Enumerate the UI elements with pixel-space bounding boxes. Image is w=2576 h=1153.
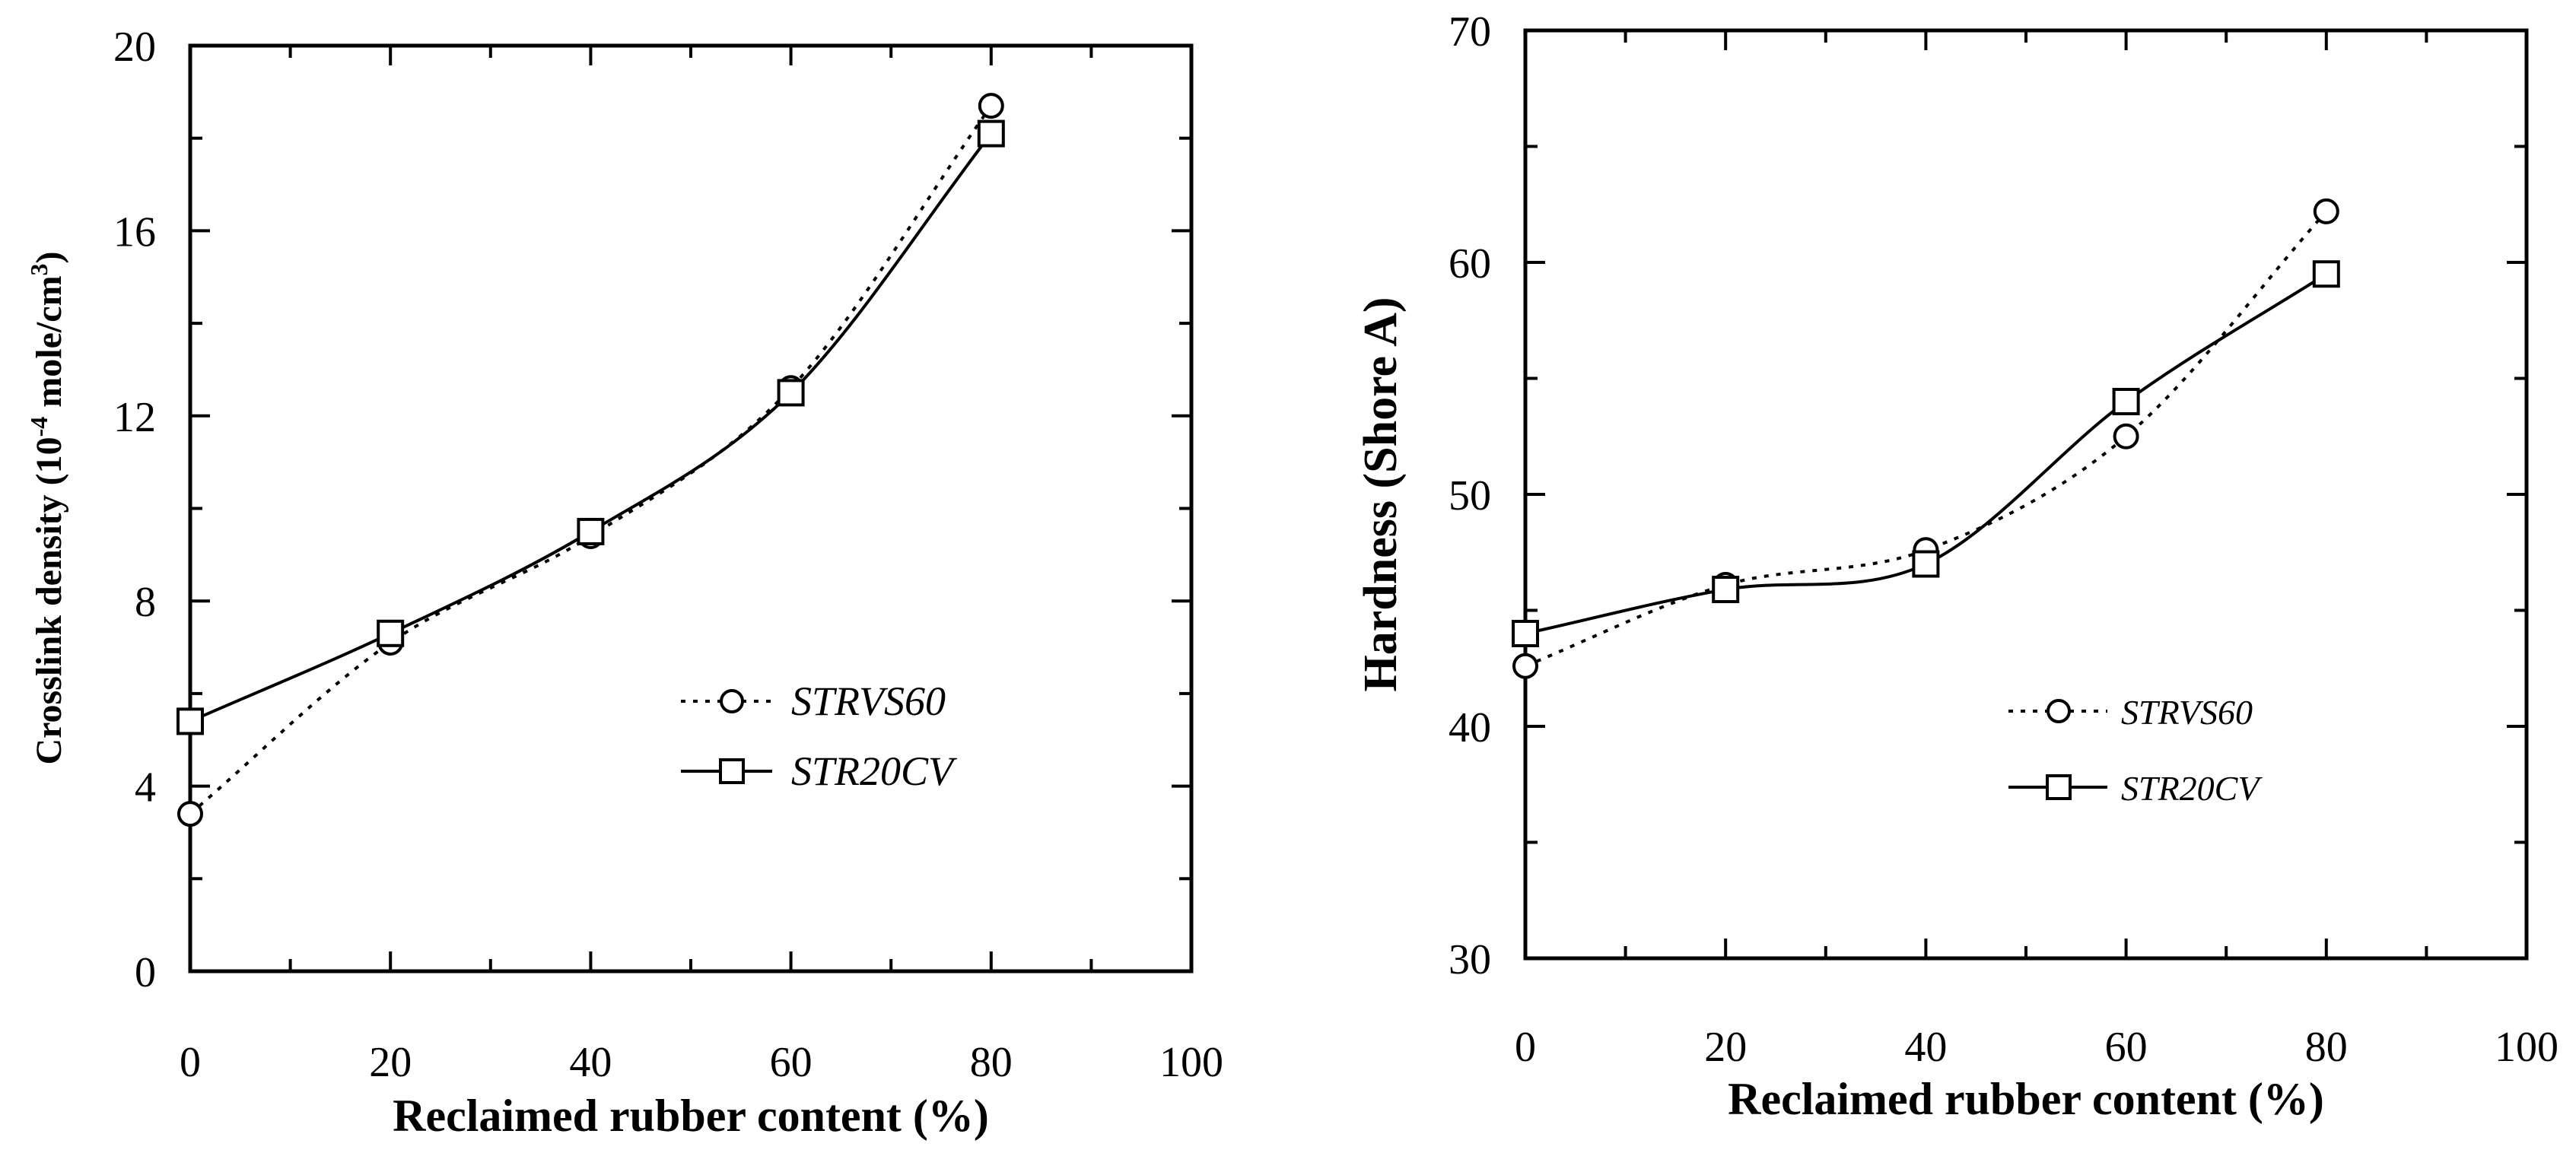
x-tick-label: 80 [2305, 1024, 2348, 1071]
x-tick-label: 40 [569, 1039, 612, 1086]
legend-marker-str20cv [2046, 774, 2072, 800]
legend-label-str20cv: STR20CV [791, 748, 958, 794]
data-point-strvs60 [1512, 653, 1538, 679]
x-tick-label: 0 [1515, 1024, 1536, 1071]
plot-frame [1523, 28, 2529, 961]
legend: STRVS60 STR20CV [681, 678, 958, 794]
y-axis-title: Crosslink density (10-4 mole/cm3) [25, 251, 69, 764]
hardness-chart: 30 40 50 60 70 0 20 40 60 80 100 Reclaimed rubber… [1355, 8, 2559, 1124]
x-tick-labels: 0 20 40 60 80 100 [180, 1039, 1223, 1086]
x-tick-label: 0 [180, 1039, 201, 1086]
data-point-strvs60 [177, 801, 203, 827]
y-axis-title: Hardness (Shore A) [1355, 297, 1407, 691]
data-point-str20cv [1912, 550, 1940, 578]
x-tick-labels: 0 20 40 60 80 100 [1515, 1024, 2559, 1071]
axis-ticks [189, 44, 1193, 973]
data-point-strvs60 [2113, 423, 2139, 449]
x-tick-label: 60 [770, 1039, 813, 1086]
y-tick-label: 40 [1449, 704, 1491, 751]
x-tick-label: 20 [369, 1039, 412, 1086]
y-tick-label: 70 [1449, 8, 1491, 56]
legend-marker-str20cv [719, 758, 745, 784]
y-tick-label: 60 [1449, 240, 1491, 287]
data-point-str20cv [177, 707, 204, 735]
y-tick-label: 20 [113, 24, 156, 71]
x-tick-label: 20 [1704, 1024, 1747, 1071]
x-tick-label: 40 [1904, 1024, 1947, 1071]
legend: STRVS60 STR20CV [2008, 693, 2263, 808]
x-tick-label: 60 [2105, 1024, 2148, 1071]
data-point-str20cv [1512, 620, 1539, 647]
data-point-str20cv [977, 119, 1005, 148]
legend-label-strvs60: STRVS60 [791, 678, 946, 724]
crosslink-density-chart: 0 4 8 12 16 20 0 20 40 60 80 100 Reclaimed rubber … [25, 24, 1223, 1141]
legend-marker-strvs60 [2046, 699, 2071, 723]
plot-frame [188, 43, 1194, 974]
y-tick-label: 0 [135, 949, 156, 996]
x-tick-label: 80 [970, 1039, 1013, 1086]
y-tick-label: 16 [113, 208, 156, 256]
y-tick-labels: 30 40 50 60 70 [1449, 8, 1491, 983]
data-point-str20cv [577, 517, 605, 545]
data-point-strvs60 [2313, 198, 2339, 224]
y-tick-label: 4 [135, 764, 156, 812]
legend-label-strvs60: STRVS60 [2121, 693, 2253, 732]
data-point-str20cv [2312, 260, 2340, 288]
series-line-strvs60 [1525, 210, 2328, 668]
x-axis-title: Reclaimed rubber content (%) [1728, 1074, 2324, 1124]
y-tick-label: 30 [1449, 936, 1491, 983]
series-group [1512, 198, 2340, 679]
series-line-str20cv [189, 132, 993, 723]
legend-label-str20cv: STR20CV [2121, 769, 2263, 808]
y-tick-labels: 0 4 8 12 16 20 [113, 24, 156, 996]
y-tick-label: 50 [1449, 472, 1491, 519]
x-tick-label: 100 [1159, 1039, 1223, 1086]
legend-marker-strvs60 [720, 689, 744, 713]
x-axis-title: Reclaimed rubber content (%) [393, 1091, 989, 1141]
axis-ticks [1524, 29, 2528, 960]
data-point-str20cv [777, 379, 805, 407]
series-line-str20cv [1525, 272, 2327, 635]
y-tick-label: 12 [113, 394, 156, 441]
y-tick-label: 8 [135, 579, 156, 626]
data-point-str20cv [377, 619, 405, 647]
data-point-strvs60 [978, 93, 1004, 119]
series-group [177, 93, 1005, 827]
x-tick-label: 100 [2495, 1024, 2559, 1071]
data-point-str20cv [1712, 576, 1740, 604]
data-point-str20cv [2112, 388, 2140, 415]
